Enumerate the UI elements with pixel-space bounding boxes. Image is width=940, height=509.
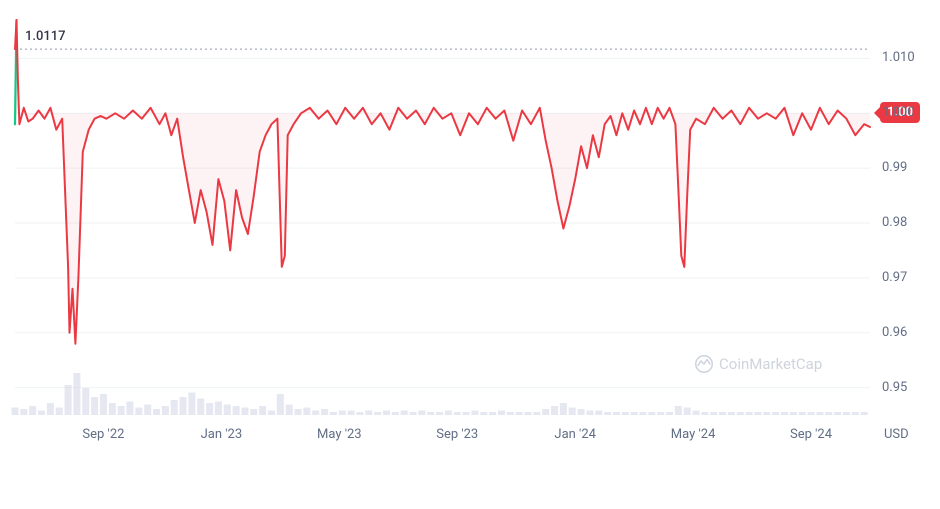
- x-tick-label: Sep '24: [790, 427, 832, 442]
- x-tick-label: Jan '23: [201, 427, 243, 442]
- price-marker-label: 1.0117: [25, 29, 66, 44]
- x-tick-label: Sep '23: [436, 427, 478, 442]
- x-tick-label: May '24: [671, 427, 716, 442]
- y-tick-label: 0.96: [882, 325, 907, 340]
- coinmarketcap-logo-icon: [695, 355, 713, 373]
- x-tick-label: May '23: [317, 427, 362, 442]
- x-tick-label: Jan '24: [554, 427, 596, 442]
- y-tick-label: 0.95: [882, 380, 907, 395]
- currency-label: USD: [884, 427, 909, 442]
- y-tick-label: 1.000: [882, 105, 915, 120]
- y-tick-label: 0.99: [882, 160, 907, 175]
- y-tick-label: 0.97: [882, 270, 907, 285]
- watermark: CoinMarketCap: [695, 355, 822, 373]
- watermark-text: CoinMarketCap: [719, 355, 822, 373]
- x-tick-label: Sep '22: [82, 427, 124, 442]
- y-tick-label: 1.010: [882, 50, 915, 65]
- y-tick-label: 0.98: [882, 215, 907, 230]
- price-chart: 1.0117 1.00 CoinMarketCap 1.0101.0000.99…: [0, 0, 940, 509]
